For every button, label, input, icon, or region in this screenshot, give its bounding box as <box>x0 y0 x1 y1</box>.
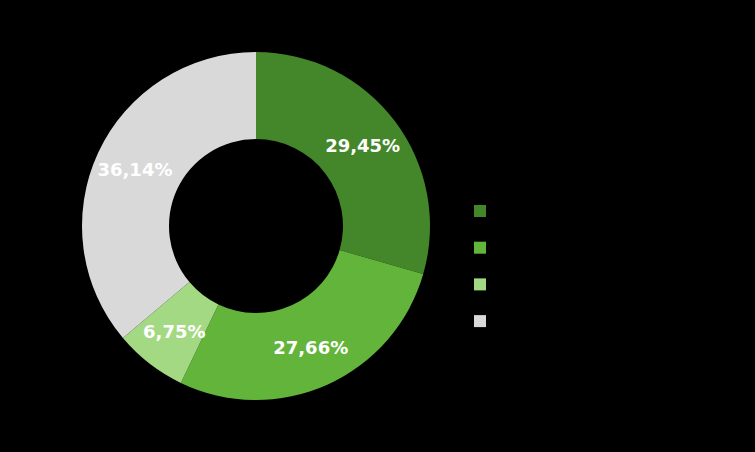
svg-text:27,66%: 27,66% <box>273 337 348 358</box>
svg-text:6,75%: 6,75% <box>143 321 205 342</box>
svg-text:29,45%: 29,45% <box>325 135 400 156</box>
svg-text:36,14%: 36,14% <box>97 159 172 180</box>
